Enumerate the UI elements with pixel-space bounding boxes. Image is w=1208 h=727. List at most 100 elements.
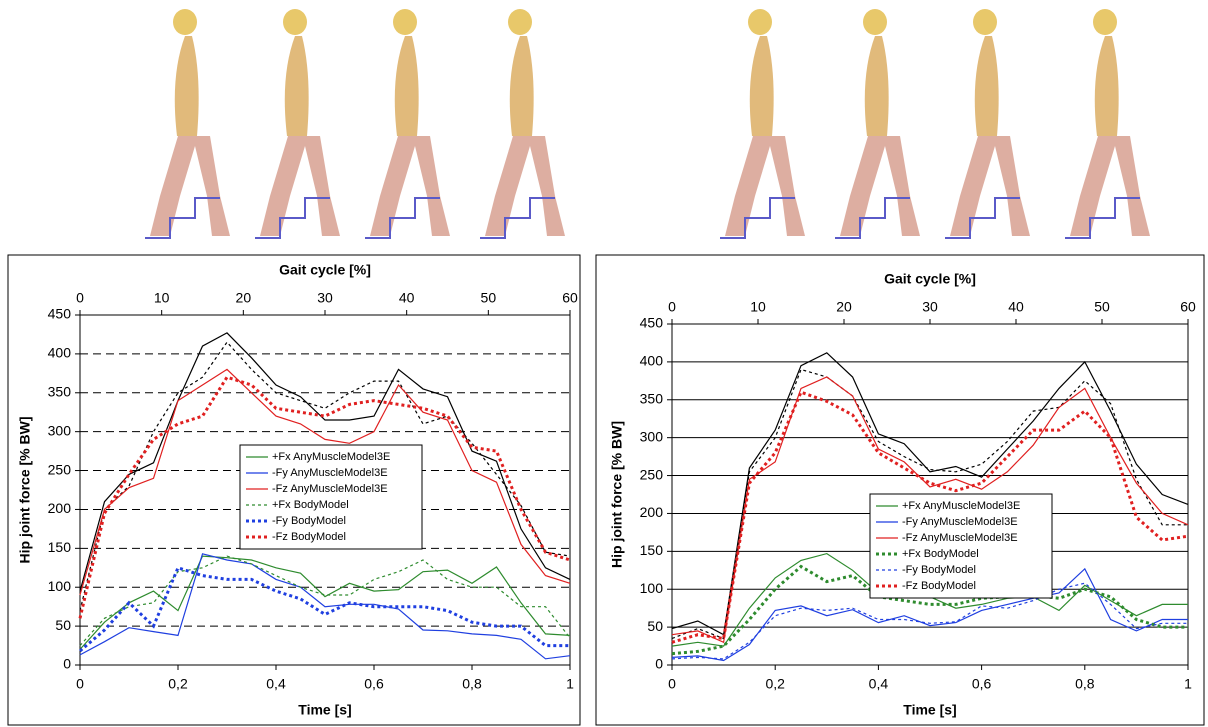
x-tick-label: 0,4: [869, 676, 889, 692]
y-tick-label: 250: [640, 466, 664, 482]
torso: [1095, 36, 1119, 136]
y-tick-label: 450: [48, 306, 72, 322]
y-tick-label: 50: [55, 617, 71, 633]
skeleton: [255, 9, 340, 238]
y-tick-label: 50: [647, 618, 663, 634]
x2-tick-label: 20: [836, 299, 852, 315]
series-line: [80, 568, 570, 651]
y-tick-label: 100: [48, 578, 72, 594]
series-line: [80, 554, 570, 659]
skeleton: [365, 9, 450, 238]
x-axis-title: Time [s]: [298, 702, 351, 718]
torso: [285, 36, 309, 136]
legend-label: +Fx BodyModel: [902, 548, 979, 560]
y-axis-title: Hip joint force [% BW]: [17, 417, 33, 564]
x2-tick-label: 60: [1180, 299, 1196, 315]
torso: [865, 36, 889, 136]
y-tick-label: 150: [48, 539, 72, 555]
y-tick-label: 200: [640, 504, 664, 520]
legend-label: -Fz BodyModel: [902, 580, 976, 592]
legend-label: -Fy BodyModel: [902, 564, 976, 576]
x2-tick-label: 40: [399, 290, 415, 306]
x2-tick-label: 20: [236, 290, 252, 306]
legs: [370, 136, 450, 236]
x2-tick-label: 60: [562, 290, 578, 306]
x-tick-label: 0,4: [266, 676, 286, 692]
skeleton: [835, 9, 920, 238]
skull: [863, 9, 887, 35]
skeleton: [1065, 9, 1150, 238]
x-tick-label: 0,8: [1075, 676, 1095, 692]
legend-label: -Fy AnyMuscleModel3E: [272, 467, 388, 479]
skull: [393, 9, 417, 35]
x-tick-label: 0,6: [364, 676, 384, 692]
y-tick-label: 200: [48, 500, 72, 516]
x2-tick-label: 10: [750, 299, 766, 315]
y-tick-label: 150: [640, 542, 664, 558]
y-tick-label: 400: [640, 353, 664, 369]
torso: [395, 36, 419, 136]
y-tick-label: 400: [48, 345, 72, 361]
x-tick-label: 0: [668, 676, 676, 692]
y-axis-title: Hip joint force [% BW]: [609, 421, 625, 568]
y-tick-label: 350: [48, 383, 72, 399]
y-tick-label: 250: [48, 461, 72, 477]
y-tick-label: 0: [655, 656, 663, 672]
skeleton: [480, 9, 565, 238]
panel-frame: [596, 255, 1204, 725]
legend-label: -Fy AnyMuscleModel3E: [902, 516, 1018, 528]
torso: [750, 36, 774, 136]
x-tick-label: 0: [76, 676, 84, 692]
skull: [1093, 9, 1117, 35]
x2-tick-label: 30: [922, 299, 938, 315]
y-tick-label: 300: [48, 422, 72, 438]
x-tick-label: 0,6: [972, 676, 992, 692]
legs: [1070, 136, 1150, 236]
x-tick-label: 0,2: [168, 676, 188, 692]
legs: [725, 136, 805, 236]
x2-tick-label: 0: [76, 290, 84, 306]
y-tick-label: 450: [640, 315, 664, 331]
y-tick-label: 0: [63, 656, 71, 672]
legend-label: +Fx AnyMuscleModel3E: [272, 451, 390, 463]
x2-tick-label: 10: [154, 290, 170, 306]
skeleton: [145, 9, 230, 238]
legend-label: -Fz AnyMuscleModel3E: [902, 532, 1018, 544]
torso: [175, 36, 199, 136]
torso: [975, 36, 999, 136]
skull: [973, 9, 997, 35]
legs: [485, 136, 565, 236]
x2-axis-title: Gait cycle [%]: [884, 271, 976, 287]
torso: [510, 36, 534, 136]
legs: [150, 136, 230, 236]
legend-label: +Fx AnyMuscleModel3E: [902, 500, 1020, 512]
skeleton: [720, 9, 805, 238]
x2-tick-label: 40: [1008, 299, 1024, 315]
legend-label: -Fz BodyModel: [272, 531, 346, 543]
y-tick-label: 100: [640, 580, 664, 596]
figure: 05010015020025030035040045000,20,40,60,8…: [0, 0, 1208, 727]
x-tick-label: 0,8: [462, 676, 482, 692]
x2-tick-label: 50: [481, 290, 497, 306]
x-tick-label: 0,2: [765, 676, 785, 692]
x2-tick-label: 50: [1094, 299, 1110, 315]
legend-label: -Fz AnyMuscleModel3E: [272, 483, 388, 495]
skull: [283, 9, 307, 35]
legend: +Fx AnyMuscleModel3E -Fy AnyMuscleModel3E…: [870, 494, 1052, 598]
y-tick-label: 350: [640, 390, 664, 406]
legs: [260, 136, 340, 236]
skeleton-illustrations: [145, 9, 1150, 238]
legend-label: +Fx BodyModel: [272, 499, 349, 511]
x-axis-title: Time [s]: [903, 702, 956, 718]
legend-label: -Fy BodyModel: [272, 515, 346, 527]
y-tick-label: 300: [640, 428, 664, 444]
x-tick-label: 1: [1184, 676, 1192, 692]
skull: [748, 9, 772, 35]
legend: +Fx AnyMuscleModel3E -Fy AnyMuscleModel3E…: [240, 445, 422, 549]
x2-axis-title: Gait cycle [%]: [279, 262, 371, 278]
skull: [173, 9, 197, 35]
skull: [508, 9, 532, 35]
legs: [950, 136, 1030, 236]
x-tick-label: 1: [566, 676, 574, 692]
x2-tick-label: 30: [317, 290, 333, 306]
